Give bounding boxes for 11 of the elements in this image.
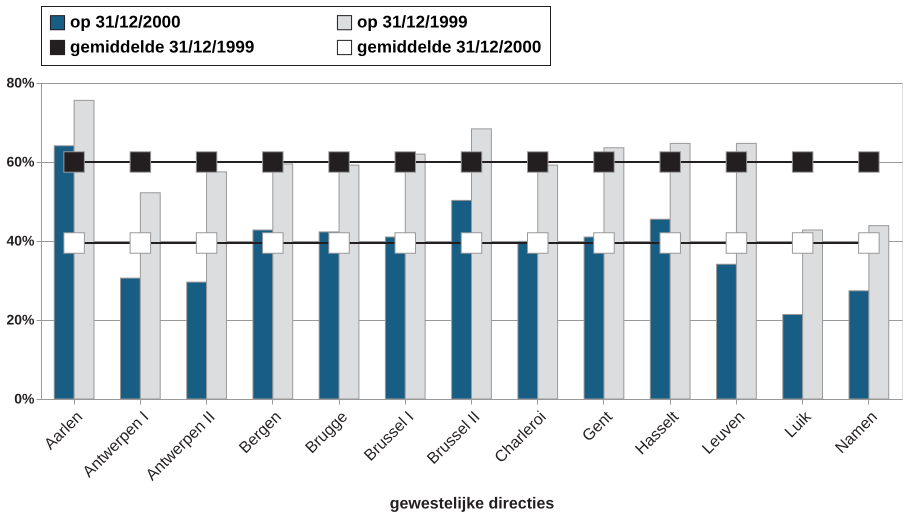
legend-label: op 31/12/2000 — [70, 12, 181, 32]
y-tick-label: 40% — [6, 232, 36, 248]
legend-label: op 31/12/1999 — [357, 12, 468, 32]
x-tick-label: Luik — [782, 408, 816, 442]
legend-label: gemiddelde 31/12/2000 — [357, 38, 542, 56]
y-tick-label: 20% — [6, 312, 36, 328]
y-tick-label: 0% — [14, 390, 36, 406]
y-tick-label: 80% — [6, 74, 36, 90]
y-tick-label: 60% — [6, 154, 36, 170]
x-axis-title: gewestelijke directies — [390, 495, 554, 512]
legend-label: gemiddelde 31/12/1999 — [70, 38, 254, 56]
